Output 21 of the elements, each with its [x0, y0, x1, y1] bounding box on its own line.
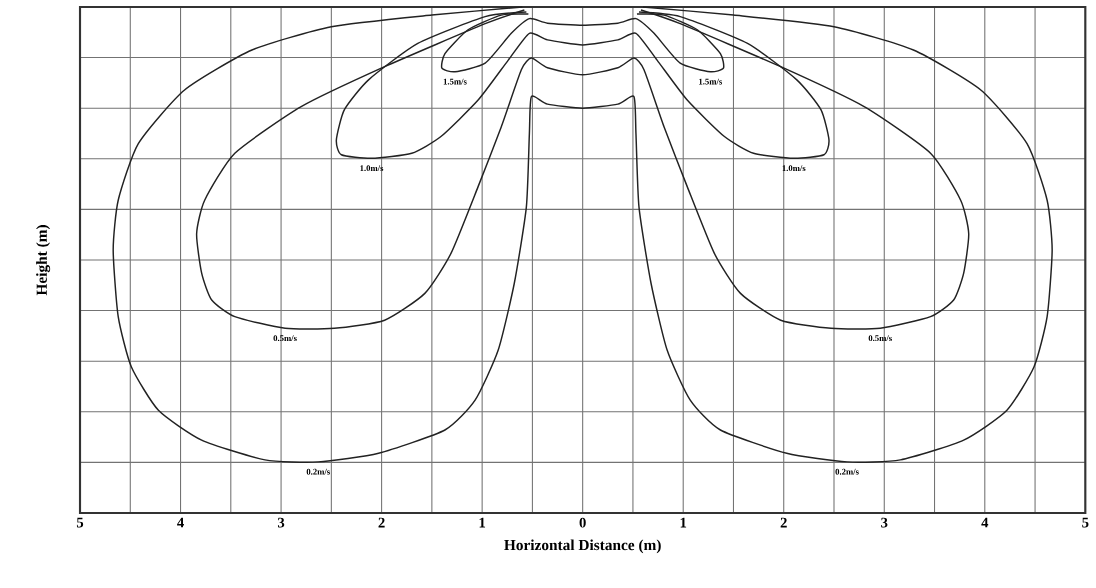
- x-tick-label: 0: [579, 517, 586, 528]
- annotation: 0.2m/s: [306, 468, 330, 475]
- x-tick-label: 2: [378, 517, 385, 528]
- x-tick-label: 3: [277, 517, 285, 528]
- y-axis-title: Height (m): [36, 225, 51, 296]
- x-tick-label: 2: [780, 517, 787, 528]
- x-tick-label: 5: [1082, 517, 1089, 528]
- x-axis-title: Horizontal Distance (m): [504, 539, 661, 554]
- x-tick-label: 1: [479, 517, 486, 528]
- annotation: 0.5m/s: [273, 335, 297, 342]
- annotation: 1.5m/s: [443, 78, 467, 85]
- x-tick-label: 3: [881, 517, 888, 528]
- annotation: 1.0m/s: [782, 165, 806, 172]
- x-tick-label: 5: [76, 517, 84, 528]
- x-tick-label: 4: [177, 517, 184, 528]
- annotation: 0.5m/s: [868, 335, 892, 342]
- annotation: 1.0m/s: [360, 165, 384, 172]
- annotation: 1.5m/s: [699, 78, 723, 85]
- x-tick-label: 4: [981, 517, 989, 528]
- annotation: 0.2m/s: [835, 468, 859, 475]
- x-tick-label: 1: [680, 517, 687, 528]
